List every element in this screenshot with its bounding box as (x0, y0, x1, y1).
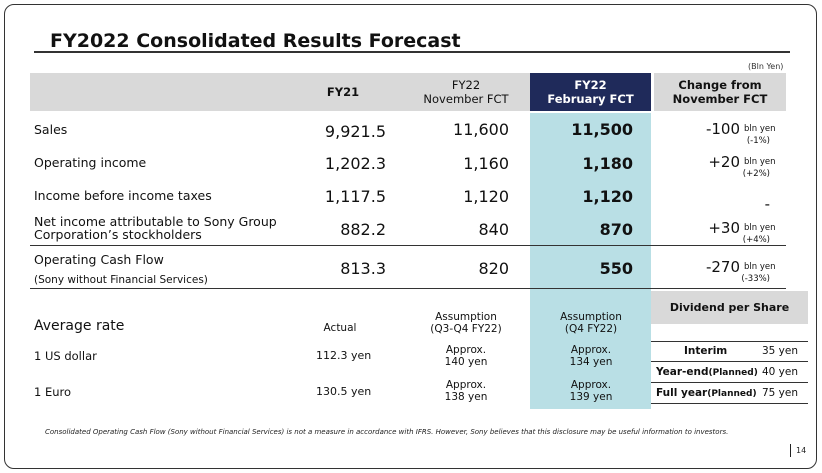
header-fy22-feb-line1: FY22 (574, 78, 607, 92)
header-feb-fct-bg (530, 73, 651, 111)
rates-feb-header-line1: Assumption (560, 311, 622, 323)
ocf-feb: 550 (599, 259, 633, 278)
row-label-operating-income: Operating income (34, 155, 147, 170)
net-income-label-line2: Corporation’s stockholders (34, 227, 202, 242)
dividend-fullyear-planned: (Planned) (707, 389, 757, 399)
footnote: Consolidated Operating Cash Flow (Sony w… (45, 428, 729, 436)
header-change-line2: November FCT (672, 92, 768, 106)
ni-change-pct: (+4%) (742, 235, 770, 245)
ni-change-unit: bln yen (744, 223, 776, 233)
average-rate-heading: Average rate (34, 318, 125, 334)
rate-label-usd: 1 US dollar (34, 349, 97, 363)
dividend-yearend-value: 40 yen (761, 366, 798, 378)
sales-fy21: 9,921.5 (324, 122, 386, 141)
ocf-change: -270 (705, 258, 740, 276)
page-title: FY2022 Consolidated Results Forecast (50, 30, 461, 52)
rates-actual-header: Actual (323, 322, 357, 334)
row-label-ocf: Operating Cash Flow (34, 252, 164, 267)
oi-change-unit: bln yen (744, 157, 776, 167)
ibt-change: - (764, 195, 770, 213)
dividend-interim-value: 35 yen (761, 345, 798, 357)
header-fy22-nov-line1: FY22 (451, 78, 481, 92)
rate-usd-feb-line2: 134 yen (569, 356, 613, 368)
rate-usd-actual: 112.3 yen (316, 349, 372, 362)
rate-usd-nov-line2: 140 yen (444, 356, 488, 368)
header-fy22-feb-line2: February FCT (547, 92, 634, 106)
title-underline (34, 51, 790, 53)
header-fy22-nov-line2: November FCT (423, 92, 509, 106)
dividend-fullyear-label: Full year(Planned) (656, 387, 757, 399)
rate-label-eur: 1 Euro (34, 385, 72, 399)
rate-eur-feb: Approx. 139 yen (545, 379, 637, 403)
header-fy22-feb: FY22 February FCT (530, 73, 651, 111)
rates-feb-header-line2: (Q4 FY22) (564, 323, 618, 335)
ni-change: +30 (708, 219, 740, 237)
dividend-fullyear-name: Full year (656, 387, 708, 399)
rate-usd-feb: Approx. 134 yen (545, 344, 637, 368)
ibt-nov: 1,120 (463, 187, 509, 206)
rates-feb-header: Assumption (Q4 FY22) (545, 311, 637, 335)
page-number: 14 (790, 444, 806, 457)
rate-eur-nov: Approx. 138 yen (420, 379, 512, 403)
header-fy22-nov: FY22 November FCT (406, 73, 526, 111)
unit-note: (Bln Yen) (748, 62, 784, 71)
rate-usd-nov-line1: Approx. (445, 344, 487, 356)
row-label-income-before-taxes: Income before income taxes (34, 188, 212, 203)
row-label-net-income: Net income attributable to Sony Group Co… (34, 215, 277, 241)
feb-fct-column-highlight (530, 113, 651, 409)
dividend-yearend-name: Year-end (656, 366, 709, 378)
rate-eur-nov-line1: Approx. (445, 379, 487, 391)
rates-nov-header-line2: (Q3-Q4 FY22) (430, 323, 502, 335)
row-label-ocf-sub: (Sony without Financial Services) (34, 274, 208, 286)
sales-change-pct: (-1%) (746, 136, 770, 146)
header-change-line1: Change from (678, 78, 762, 92)
rate-usd-feb-line1: Approx. (570, 344, 612, 356)
oi-feb: 1,180 (582, 154, 633, 173)
rates-nov-header-line1: Assumption (435, 311, 497, 323)
rates-nov-header: Assumption (Q3-Q4 FY22) (420, 311, 512, 335)
dividend-fullyear-value: 75 yen (761, 387, 798, 399)
header-change: Change from November FCT (654, 73, 786, 111)
dividend-yearend-label: Year-end(Planned) (656, 366, 758, 378)
sales-feb: 11,500 (571, 120, 633, 139)
row-label-sales: Sales (34, 122, 68, 137)
ibt-fy21: 1,117.5 (324, 187, 386, 206)
rate-eur-nov-line2: 138 yen (444, 391, 488, 403)
dividend-rule (651, 361, 808, 362)
ocf-nov: 820 (478, 259, 509, 278)
rate-eur-actual: 130.5 yen (316, 385, 372, 398)
rate-eur-feb-line2: 139 yen (569, 391, 613, 403)
ni-fy21: 882.2 (340, 220, 386, 239)
ibt-feb: 1,120 (582, 187, 633, 206)
oi-nov: 1,160 (463, 154, 509, 173)
ni-nov: 840 (478, 220, 509, 239)
net-income-label-line1: Net income attributable to Sony Group (34, 214, 277, 229)
dividend-rule (651, 403, 808, 404)
ni-feb: 870 (599, 220, 633, 239)
slide-frame (4, 4, 817, 469)
ocf-change-unit: bln yen (744, 262, 776, 272)
dividend-rule (651, 341, 808, 342)
header-fy21: FY21 (326, 85, 360, 99)
sales-change-unit: bln yen (744, 124, 776, 134)
dividend-rule (651, 382, 808, 383)
rate-usd-nov: Approx. 140 yen (420, 344, 512, 368)
dividend-heading: Dividend per Share (651, 291, 808, 324)
dividend-interim-label: Interim (684, 345, 728, 357)
ocf-change-pct: (-33%) (741, 274, 770, 284)
rate-eur-feb-line1: Approx. (570, 379, 612, 391)
oi-change: +20 (708, 153, 740, 171)
sales-change: -100 (705, 120, 740, 138)
oi-change-pct: (+2%) (742, 169, 770, 179)
row-divider (30, 245, 786, 246)
ocf-fy21: 813.3 (340, 259, 386, 278)
table-bottom-rule (30, 288, 786, 289)
dividend-yearend-planned: (Planned) (708, 368, 758, 378)
sales-nov: 11,600 (453, 120, 509, 139)
oi-fy21: 1,202.3 (324, 154, 386, 173)
